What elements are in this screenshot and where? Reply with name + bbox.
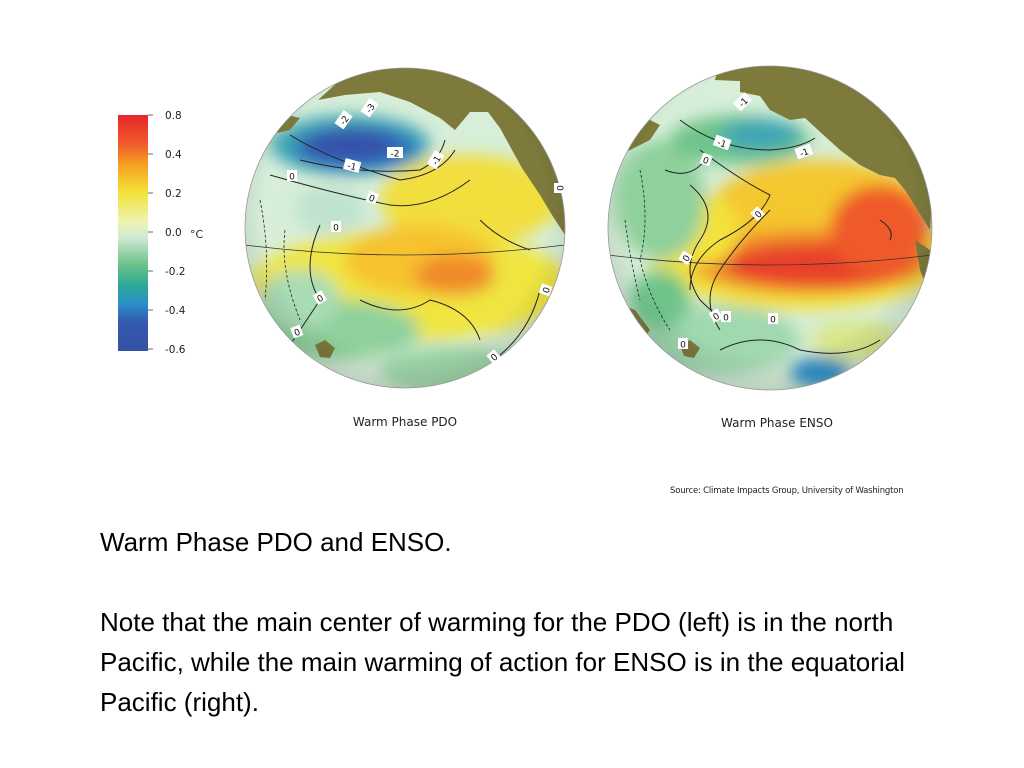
slide-body: Note that the main center of warming for… [100, 607, 905, 717]
contour-label: 0 [290, 324, 304, 339]
colorbar-tick-label: -0.6 [165, 344, 186, 356]
colorbar-unit: °C [190, 228, 204, 241]
svg-text:0: 0 [316, 293, 326, 305]
contour-label: 0 [554, 183, 567, 193]
contour-label: 0 [331, 221, 341, 234]
svg-text:0: 0 [557, 185, 567, 191]
contour-label: 0 [768, 313, 778, 326]
contour-label: -2 [387, 147, 403, 160]
svg-text:0: 0 [770, 316, 776, 326]
pdo-caption: Warm Phase PDO [352, 415, 458, 429]
colorbar-gradient [118, 115, 148, 351]
contour-label: 0 [750, 206, 766, 222]
colorbar-ticks: 0.8 0.4 0.2 0.0 -0.2 -0.4 -0.6 [148, 110, 186, 356]
contour-label: 0 [287, 170, 297, 183]
contour-label: -1 [712, 134, 732, 151]
contour-label: 0 [699, 152, 713, 167]
svg-text:-1: -1 [431, 154, 444, 167]
svg-text:-2: -2 [391, 150, 400, 160]
colorbar-tick-label: -0.2 [165, 266, 186, 278]
contour-label: 0 [678, 250, 694, 265]
contour-label: 0 [312, 290, 327, 305]
contour-label: 0 [708, 308, 723, 323]
svg-text:0: 0 [712, 311, 722, 323]
contour-label: 0 [486, 349, 502, 365]
slide-heading: Warm Phase PDO and ENSO. [100, 527, 452, 557]
svg-text:0: 0 [723, 314, 729, 324]
enso-caption: Warm Phase ENSO [721, 416, 833, 430]
svg-text:0: 0 [682, 254, 694, 264]
contour-label: 0 [365, 190, 379, 205]
contour-label: -2 [334, 110, 353, 130]
colorbar-tick-label: 0.2 [165, 188, 182, 200]
contour-label: -1 [733, 92, 753, 112]
contour-label: 0 [721, 311, 731, 324]
svg-text:0: 0 [753, 209, 764, 220]
source-credit: Source: Climate Impacts Group, Universit… [670, 486, 904, 496]
pdo-globe: -3 -2 -2 -1 -1 0 0 0 0 0 0 0 0 [244, 67, 567, 389]
contour-label: 0 [538, 283, 553, 297]
colorbar-tick-label: 0.8 [165, 110, 182, 122]
contour-label: -1 [342, 158, 362, 173]
svg-text:-1: -1 [716, 138, 728, 150]
svg-text:0: 0 [701, 156, 710, 167]
svg-text:0: 0 [680, 341, 686, 351]
contour-label: 0 [678, 338, 688, 351]
svg-text:-1: -1 [346, 161, 357, 173]
colorbar-tick-label: 0.4 [165, 149, 182, 161]
slide-text: Warm Phase PDO and ENSO. Note that the m… [100, 522, 940, 722]
temperature-colorbar: 0.8 0.4 0.2 0.0 -0.2 -0.4 -0.6 °C [118, 110, 204, 356]
colorbar-tick-label: 0.0 [165, 227, 182, 239]
colorbar-tick-label: -0.4 [165, 305, 186, 317]
svg-text:0: 0 [542, 286, 553, 295]
svg-text:-1: -1 [799, 147, 811, 159]
contour-label: -1 [794, 143, 814, 160]
svg-text:0: 0 [490, 352, 501, 364]
svg-text:0: 0 [293, 328, 302, 339]
contour-label: -3 [360, 98, 379, 118]
svg-text:0: 0 [333, 224, 339, 234]
contour-label: -1 [426, 150, 445, 170]
svg-text:0: 0 [289, 173, 295, 183]
svg-text:0: 0 [367, 194, 376, 205]
pdo-contour-labels: -3 -2 -2 -1 -1 0 0 0 0 0 0 0 0 [287, 98, 567, 365]
